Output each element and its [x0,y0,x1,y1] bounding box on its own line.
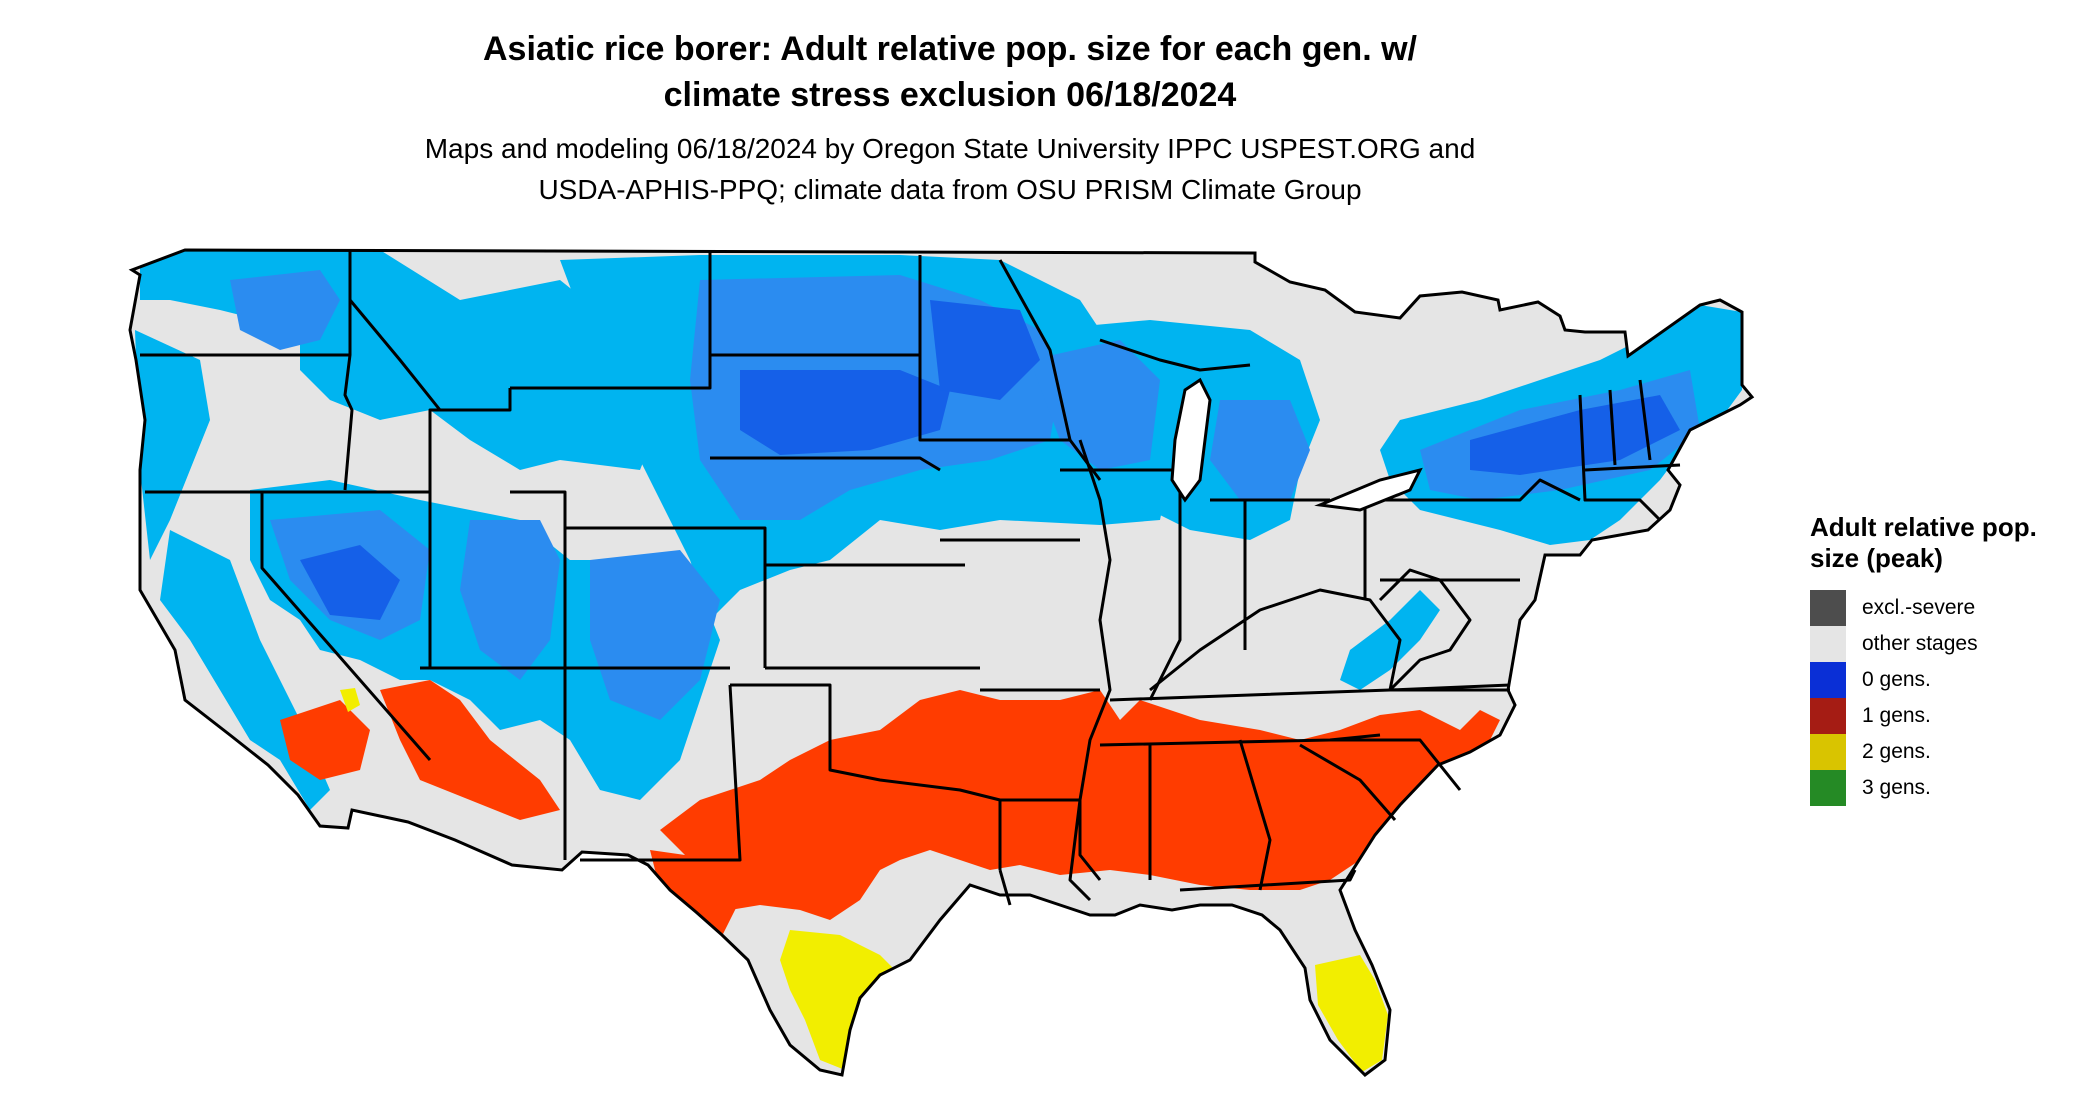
border-ma-north [1584,463,1681,472]
zone-cold-dark-new-york [1470,395,1680,475]
legend-swatch [1810,698,1846,734]
border-ca-nv [260,492,432,761]
zone-two-gen-florida [1315,955,1388,1072]
border-id-mt [348,250,442,411]
lake-erie [1314,467,1423,512]
border-nc-sc [1330,738,1462,791]
legend-swatch [1810,662,1846,698]
border-sd-ne [710,456,941,472]
border-nh-me [1638,379,1652,461]
zone-cold-mid-michigan [1210,400,1310,500]
border-co-ne-ks [565,526,767,668]
map-title: Asiatic rice borer: Adult relative pop. … [0,26,1900,118]
title-line-2: climate stress exclusion 06/18/2024 [663,76,1237,114]
border-ms-river [1068,439,1112,902]
state-borders [140,250,1681,906]
zone-cold-appalachia [1340,590,1440,690]
border-mn-ia [918,355,1102,481]
map-subtitle: Maps and modeling 06/18/2024 by Oregon S… [0,128,1900,210]
zone-cold-mid-utah [460,520,560,680]
legend-item-1-gens: 1 gens. [1810,698,2050,734]
border-mn-wi [998,259,1072,441]
legend-title: Adult relative pop. size (peak) [1810,512,2037,573]
border-il-in [1148,470,1182,701]
legend-swatch [1810,734,1846,770]
border-ga-sc [1299,743,1397,821]
zone-cold-dark-minnesota [930,300,1040,400]
border-or-id [343,250,354,491]
zone-one-gen-socal [280,700,370,780]
border-wv-va [1378,568,1472,692]
legend-item-3-gens: 3 gens. [1810,770,2050,806]
legend: Adult relative pop. size (peak) excl.-se… [1810,512,2050,806]
zone-two-gen-imperial [340,688,360,712]
legend-label: 3 gens. [1862,776,1931,799]
lake-michigan [1170,377,1212,503]
border-mi-up [1099,338,1251,372]
border-ky-north [1149,588,1402,692]
legend-label: 0 gens. [1862,668,1931,691]
legend-label: 1 gens. [1862,704,1931,727]
zone-one-gen-arizona [380,680,560,820]
legend-label: 2 gens. [1862,740,1931,763]
legend-items: excl.-severe other stages 0 gens. 1 gens… [1810,590,2050,806]
border-ga-fl [1179,869,1357,892]
border-pa-ny [1370,478,1581,502]
subtitle-line-1: Maps and modeling 06/18/2024 by Oregon S… [424,133,1476,164]
legend-item-0-gens: 0 gens. [1810,662,2050,698]
border-mt-wy [510,250,712,390]
border-ny-vt-ma [1578,394,1662,522]
border-al-ga [1238,739,1272,891]
title-line-1: Asiatic rice borer: Adult relative pop. … [483,30,1417,68]
zone-cold-dark-south-dakota [740,370,950,455]
subtitle-line-2: USDA-APHIS-PPQ; climate data from OSU PR… [538,174,1362,205]
border-la-tx [998,869,1012,906]
border-id-wy [428,388,512,492]
border-nm-tx [580,684,742,862]
border-ar-la [1000,798,1102,881]
legend-item-2-gens: 2 gens. [1810,734,2050,770]
legend-swatch [1810,626,1846,662]
legend-swatch [1810,590,1846,626]
zone-cold-oregon-coast [135,330,210,560]
legend-label: excl.-severe [1862,596,1976,619]
legend-item-other-stages: other stages [1810,626,2050,662]
border-vt-nh [1608,389,1617,466]
legend-swatch [1810,770,1846,806]
legend-label: other stages [1862,632,1978,655]
zone-cold-mid-idaho [230,270,340,350]
zone-cold-dark-great-basin [300,545,400,620]
legend-item-excl-severe: excl.-severe [1810,590,2050,626]
zone-cold-mid-colorado [590,550,720,720]
border-wy-ut [510,490,567,528]
zone-cold-mid-wisconsin [1030,340,1160,470]
